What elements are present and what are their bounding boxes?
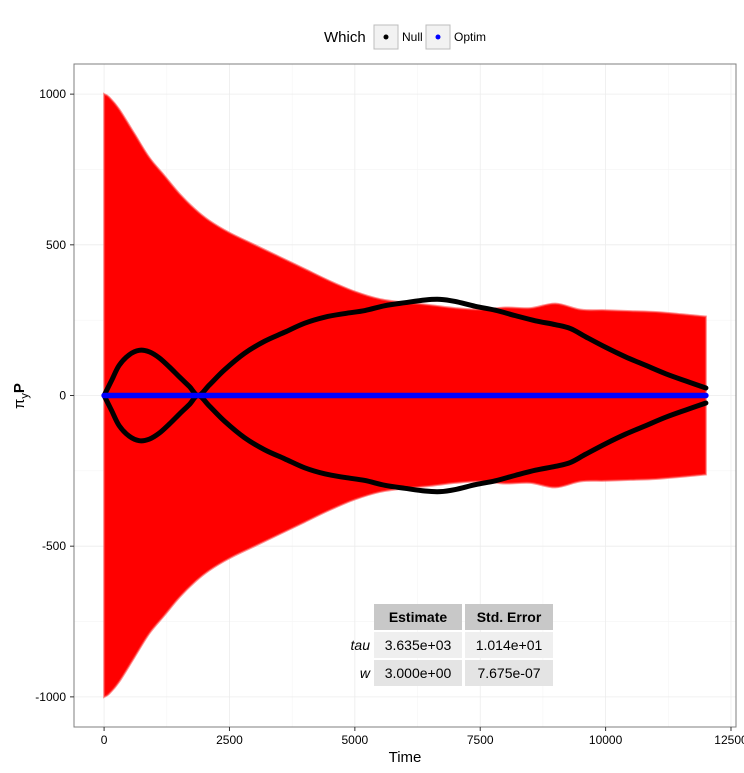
legend-marker-null (383, 34, 389, 40)
table-cell-w-estimate: 3.000e+00 (385, 665, 452, 681)
series-layer (101, 296, 709, 495)
table-row-name-tau: tau (351, 637, 371, 653)
null-series-lower-line (101, 393, 709, 495)
null-series-upper-line (101, 296, 709, 398)
table-row-name-w: w (360, 665, 371, 681)
y-tick-label: 500 (46, 238, 66, 252)
y-tick-label: -1000 (35, 690, 66, 704)
legend-label-null: Null (402, 30, 423, 44)
table-cell (374, 632, 462, 658)
legend-marker-optim (435, 34, 441, 40)
svg-text:πyP: πyP (11, 383, 31, 409)
table-header-cell (465, 604, 553, 630)
y-tick-label: -500 (42, 539, 66, 553)
table-cell-w-std-error: 7.675e-07 (477, 665, 540, 681)
legend-key-null (373, 24, 399, 50)
x-tick-label: 10000 (589, 733, 623, 747)
table-cell (465, 632, 553, 658)
x-tick-label: 0 (101, 733, 108, 747)
table-cell-tau-estimate: 3.635e+03 (385, 637, 452, 653)
table-header-std-error: Std. Error (477, 609, 542, 625)
x-tick-label: 7500 (467, 733, 494, 747)
legend-title: Which (324, 29, 366, 46)
x-tick-label: 2500 (216, 733, 243, 747)
legend: Which Null Optim (324, 24, 486, 50)
x-tick-label: 12500 (714, 733, 744, 747)
y-axis: -1000 -500 0 500 1000 (35, 87, 74, 704)
y-tick-label: 0 (59, 389, 66, 403)
table-cell (374, 660, 462, 686)
y-axis-title: πyP (11, 383, 31, 409)
table-header-cell (374, 604, 462, 630)
y-axis-title-sub: y (19, 393, 31, 399)
x-axis: 0 2500 5000 7500 10000 12500 (101, 727, 744, 747)
table-header-estimate: Estimate (389, 609, 448, 625)
table-cell-tau-std-error: 1.014e+01 (476, 637, 543, 653)
y-axis-title-main: P (11, 383, 28, 393)
estimate-table: Estimate Std. Error tau 3.635e+03 1.014e… (351, 604, 553, 686)
table-cell (465, 660, 553, 686)
y-axis-title-pi: π (11, 399, 28, 409)
x-tick-label: 5000 (341, 733, 368, 747)
x-axis-title: Time (389, 749, 422, 766)
legend-label-optim: Optim (454, 30, 486, 44)
y-tick-label: 1000 (39, 87, 66, 101)
